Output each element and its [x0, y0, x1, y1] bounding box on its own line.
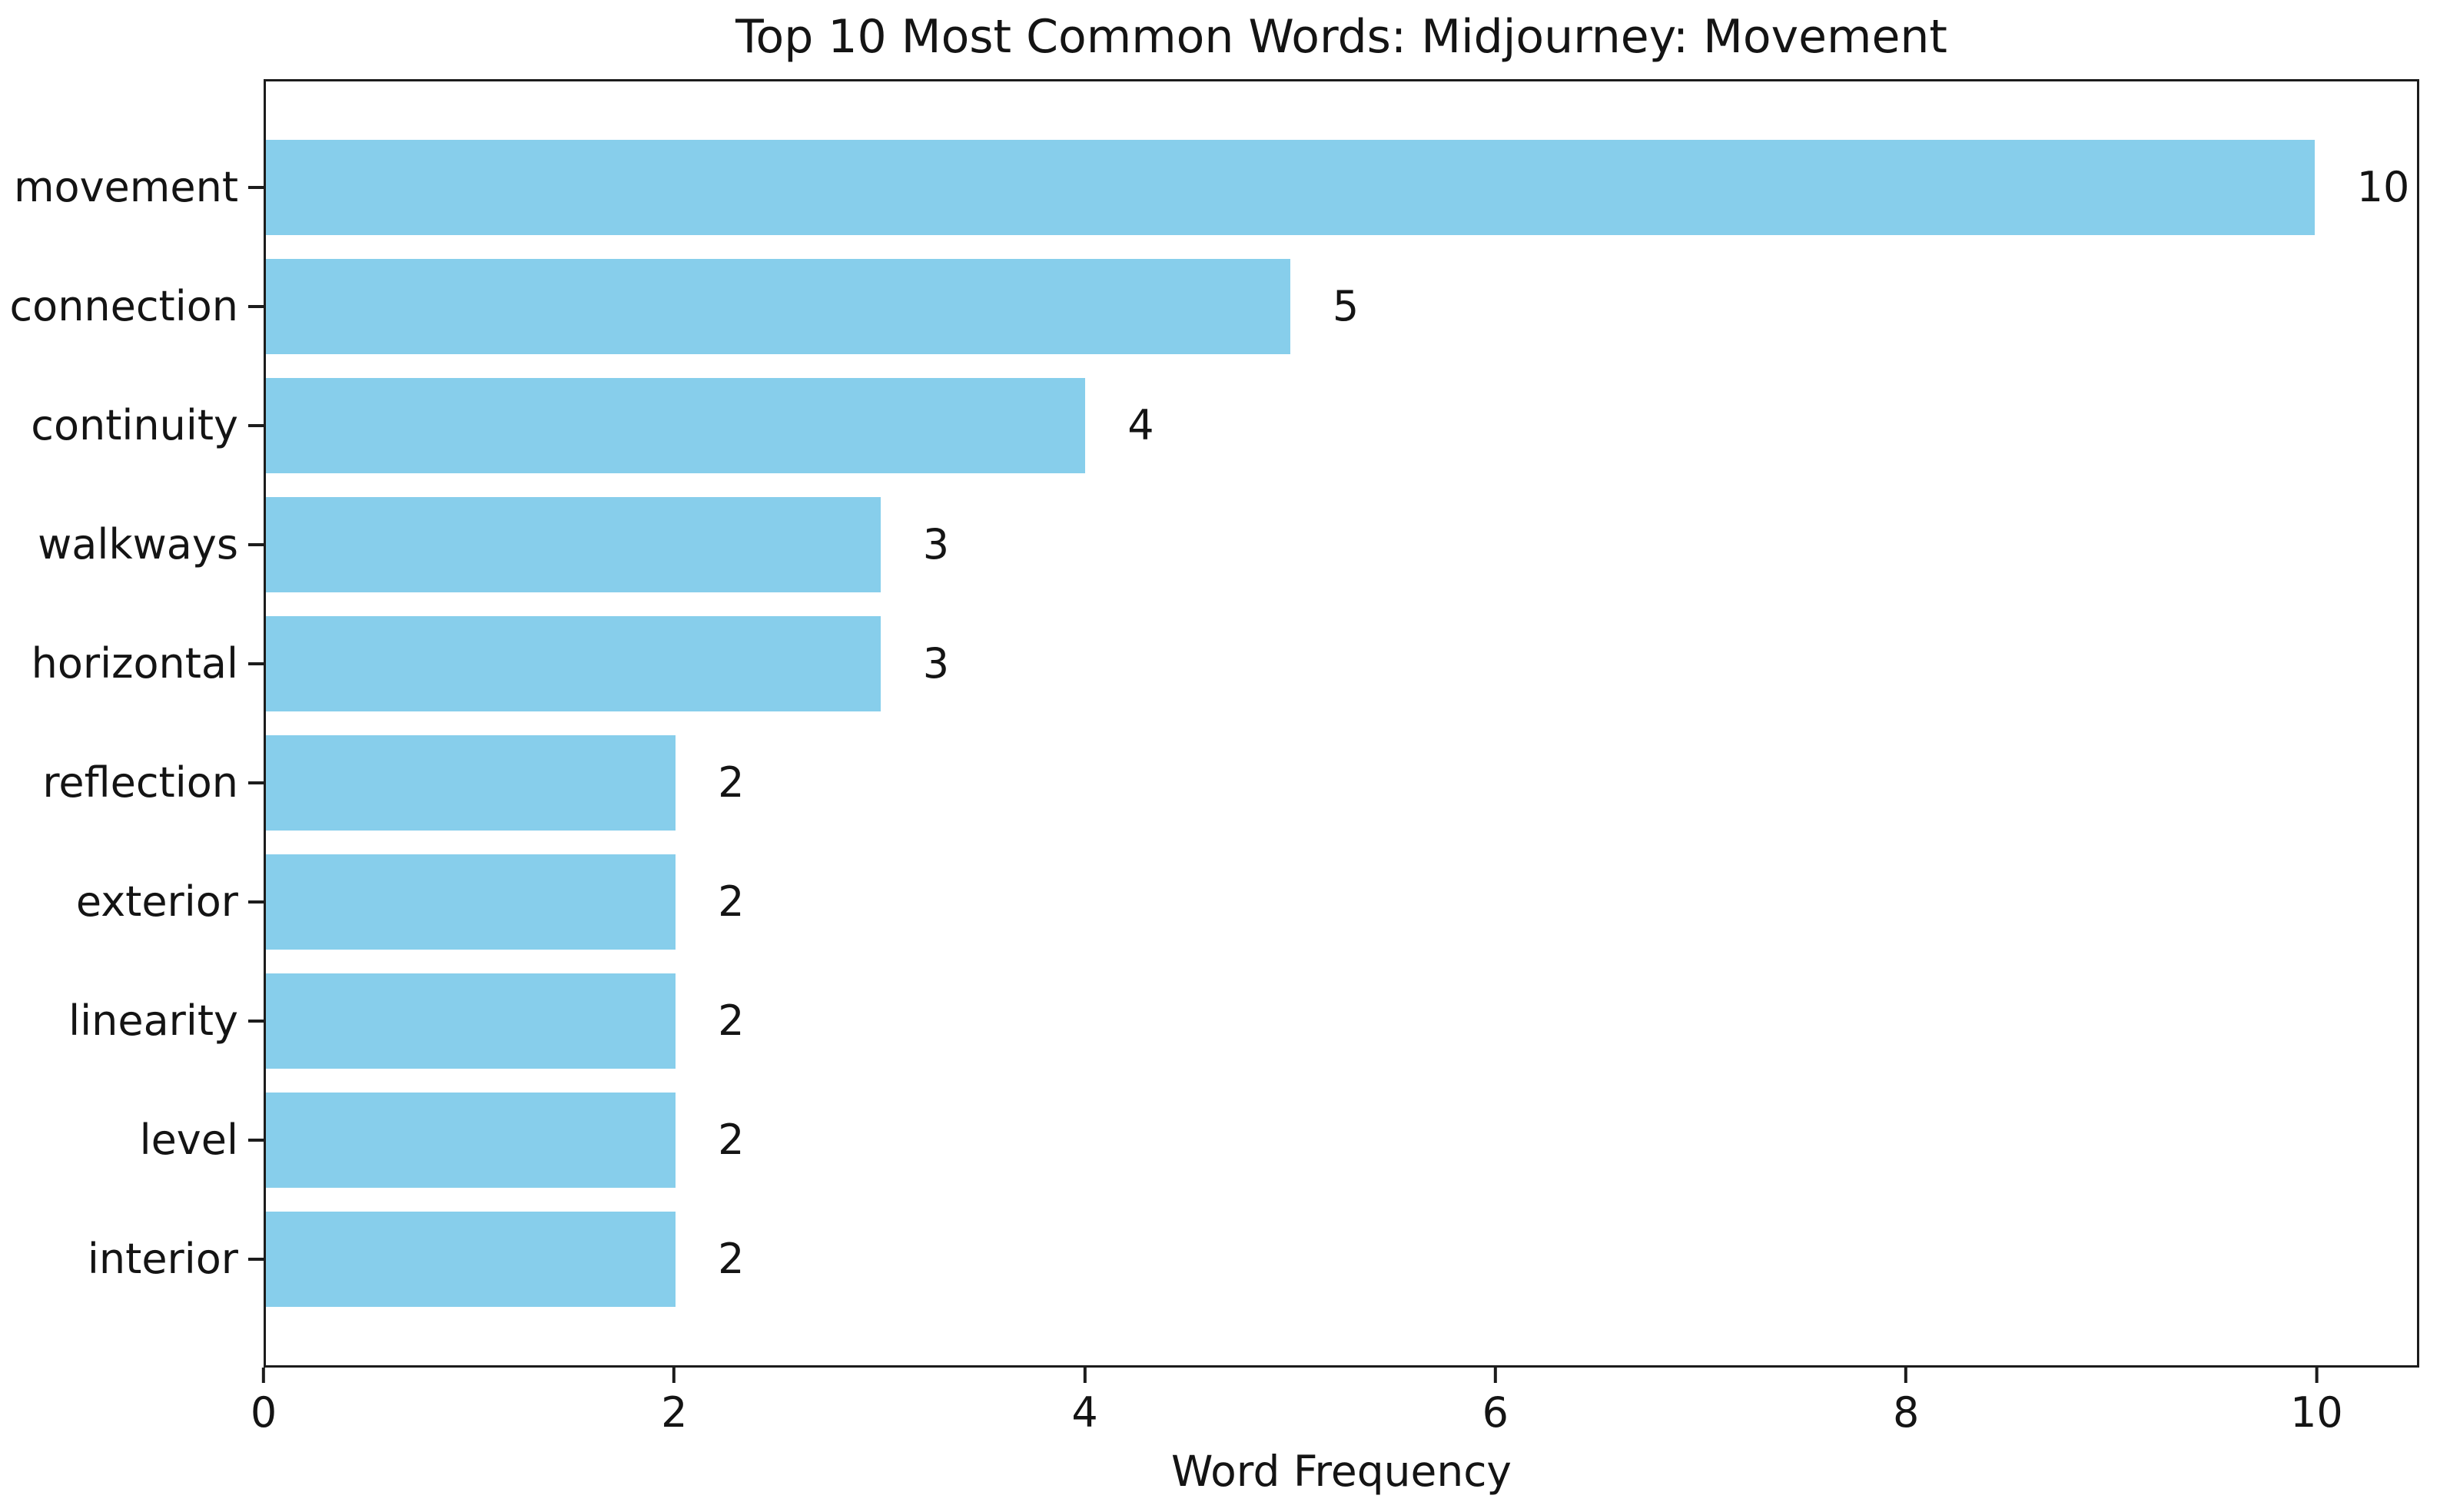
- bar-value-label: 2: [718, 758, 745, 807]
- x-tick-mark: [261, 1368, 265, 1383]
- x-axis-label: Word Frequency: [1171, 1447, 1512, 1496]
- bar: [266, 497, 881, 593]
- y-tick-label: walkways: [38, 520, 238, 569]
- x-tick-label: 4: [1071, 1388, 1098, 1437]
- x-axis-ticks: 0 2 4 6 8 10: [251, 1368, 2419, 1467]
- y-tick-mark: [248, 662, 264, 666]
- bar-value-label: 5: [1332, 282, 1359, 331]
- y-tick-row: interior: [0, 1199, 264, 1318]
- x-tick: 4: [1071, 1368, 1098, 1437]
- y-tick-label: exterior: [75, 877, 238, 926]
- y-tick-mark: [248, 305, 264, 309]
- y-tick-mark: [248, 781, 264, 784]
- y-tick-mark: [248, 543, 264, 547]
- y-tick-mark: [248, 1138, 264, 1142]
- bar-value-label: 2: [718, 1234, 745, 1283]
- x-tick-label: 8: [1892, 1388, 1920, 1437]
- x-tick-label: 0: [250, 1388, 277, 1437]
- x-tick: 2: [661, 1368, 687, 1434]
- y-tick-label: level: [139, 1115, 238, 1164]
- y-tick-label: reflection: [42, 758, 238, 807]
- y-tick-row: continuity: [0, 366, 264, 486]
- bar-value-label: 3: [922, 520, 950, 569]
- y-tick-label: continuity: [31, 401, 238, 450]
- y-tick-mark: [248, 900, 264, 904]
- bar-row: 10: [266, 128, 2417, 247]
- bar-row: 3: [266, 486, 2417, 605]
- x-tick-mark: [2315, 1368, 2319, 1383]
- y-tick-row: connection: [0, 247, 264, 366]
- x-tick-mark: [1493, 1368, 1497, 1383]
- bar: [266, 1092, 676, 1188]
- y-tick-row: level: [0, 1080, 264, 1199]
- bar: [266, 973, 676, 1069]
- y-tick-row: movement: [0, 128, 264, 247]
- bar-row: 2: [266, 842, 2417, 961]
- y-tick-mark: [248, 1257, 264, 1261]
- y-tick-label: interior: [87, 1234, 238, 1283]
- bar-value-label: 4: [1127, 401, 1154, 450]
- bar: [266, 259, 1290, 355]
- bar-row: 5: [266, 247, 2417, 366]
- chart-title: Top 10 Most Common Words: Midjourney: Mo…: [735, 10, 1947, 64]
- bar-value-label: 2: [718, 877, 745, 926]
- bar-row: 3: [266, 605, 2417, 724]
- x-tick-mark: [1083, 1368, 1087, 1383]
- x-tick-label: 2: [661, 1388, 688, 1437]
- x-tick: 0: [251, 1368, 277, 1434]
- y-tick-mark: [248, 1019, 264, 1023]
- y-tick-row: walkways: [0, 486, 264, 605]
- bar: [266, 616, 881, 712]
- bar-row: 2: [266, 1199, 2417, 1318]
- y-tick-mark: [248, 424, 264, 428]
- bar-value-label: 3: [922, 639, 950, 688]
- bar: [266, 378, 1086, 474]
- y-tick-row: reflection: [0, 724, 264, 843]
- y-tick-row: linearity: [0, 961, 264, 1080]
- x-tick-mark: [1904, 1368, 1908, 1383]
- bar-value-label: 10: [2356, 163, 2410, 212]
- x-tick: 8: [1893, 1368, 1919, 1434]
- y-tick-label: connection: [9, 282, 238, 331]
- y-tick-label: linearity: [68, 996, 238, 1045]
- bar-row: 4: [266, 366, 2417, 486]
- x-tick: 6: [1482, 1368, 1509, 1434]
- bar-row: 2: [266, 724, 2417, 843]
- bar-value-label: 2: [718, 996, 745, 1045]
- bar: [266, 1211, 676, 1307]
- x-tick: 10: [2290, 1368, 2343, 1434]
- x-tick-label: 10: [2290, 1388, 2343, 1437]
- y-tick-row: horizontal: [0, 605, 264, 724]
- x-tick-mark: [672, 1368, 676, 1383]
- y-axis: movement connection continuity walkways hori…: [0, 79, 264, 1368]
- y-tick-label: horizontal: [31, 639, 238, 688]
- x-tick-label: 6: [1482, 1388, 1509, 1437]
- bar-row: 2: [266, 1080, 2417, 1199]
- y-tick-mark: [248, 186, 264, 190]
- bar-row: 2: [266, 961, 2417, 1080]
- bar-value-label: 2: [718, 1115, 745, 1164]
- bar: [266, 734, 676, 831]
- y-tick-label: movement: [13, 163, 238, 212]
- plot-area: 10 5 4 3 3 2 2 2 2 2: [264, 79, 2419, 1368]
- y-tick-row: exterior: [0, 842, 264, 961]
- bar: [266, 854, 676, 950]
- bar: [266, 140, 2315, 236]
